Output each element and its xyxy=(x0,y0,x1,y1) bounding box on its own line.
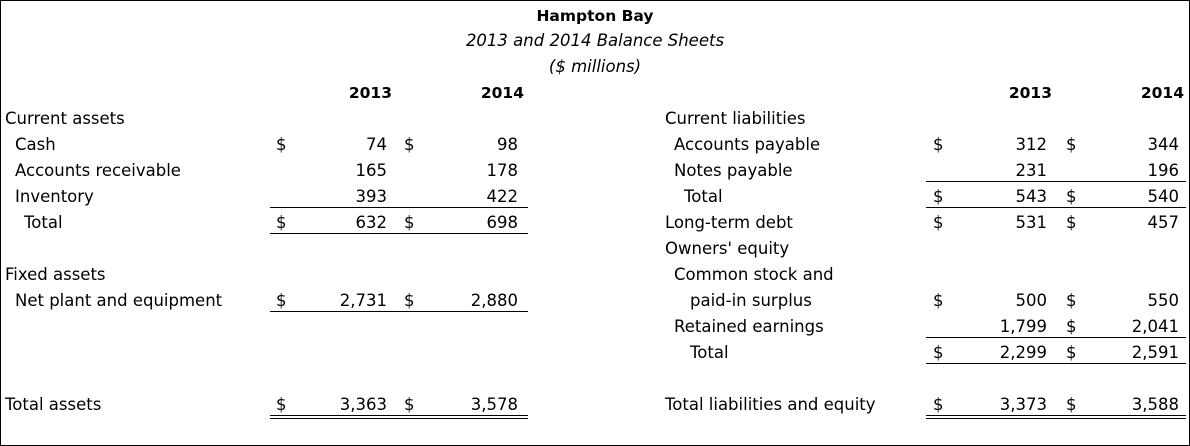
cash-label: Cash xyxy=(15,135,56,154)
total-assets-2014-value: 3,578 xyxy=(470,395,518,414)
net-plant-underline xyxy=(270,311,528,312)
current-assets-label: Current assets xyxy=(5,109,125,128)
liabilities-year-2014-header: 2014 xyxy=(1140,84,1184,102)
current-assets-total-2013-value: 632 xyxy=(355,213,388,232)
current-liabilities-total-2013-value: 543 xyxy=(1015,187,1048,206)
total-liabilities-equity-double-underline xyxy=(926,415,1186,419)
units-note: ($ millions) xyxy=(548,57,642,76)
total-liabilities-equity-dollar-2013: $ xyxy=(933,395,944,414)
inventory-2013-value: 393 xyxy=(355,187,388,206)
net-plant-2014-value: 2,880 xyxy=(470,291,518,310)
retained-earnings-2014-value: 2,041 xyxy=(1131,317,1179,336)
common-stock-dollar-2014: $ xyxy=(1066,291,1077,310)
equity-total-label: Total xyxy=(690,343,729,362)
assets-year-2013-header: 2013 xyxy=(348,84,392,102)
cash-2013-value: 74 xyxy=(366,135,387,154)
assets-year-2014-header: 2014 xyxy=(480,84,524,102)
inventory-2014-value: 422 xyxy=(486,187,519,206)
net-plant-label: Net plant and equipment xyxy=(15,291,223,310)
common-stock-dollar-2013: $ xyxy=(933,291,944,310)
notes-label: Notes payable xyxy=(674,161,793,180)
payables-2014-value: 344 xyxy=(1147,135,1180,154)
notes-2013-value: 231 xyxy=(1015,161,1048,180)
cash-dollar-2014: $ xyxy=(404,135,415,154)
current-liabilities-total-dollar-2013: $ xyxy=(933,187,944,206)
current-assets-subtotal-line xyxy=(270,207,528,208)
long-term-debt-label: Long-term debt xyxy=(665,213,793,232)
inventory-label: Inventory xyxy=(15,187,94,206)
long-term-debt-2014-value: 457 xyxy=(1147,213,1180,232)
current-assets-total-label: Total xyxy=(24,213,63,232)
long-term-debt-2013-value: 531 xyxy=(1015,213,1048,232)
equity-total-dollar-2013: $ xyxy=(933,343,944,362)
retained-earnings-dollar-2014: $ xyxy=(1066,317,1077,336)
current-assets-total-underline xyxy=(270,233,528,234)
current-liabilities-total-2014-value: 540 xyxy=(1147,187,1180,206)
equity-total-dollar-2014: $ xyxy=(1066,343,1077,362)
common-stock-label-line1: Common stock and xyxy=(674,265,834,284)
retained-earnings-2013-value: 1,799 xyxy=(999,317,1047,336)
long-term-debt-dollar-2014: $ xyxy=(1066,213,1077,232)
equity-total-underline xyxy=(926,363,1186,364)
cash-2014-value: 98 xyxy=(497,135,518,154)
total-assets-double-underline xyxy=(270,415,528,419)
payables-dollar-2013: $ xyxy=(933,135,944,154)
cash-dollar-2013: $ xyxy=(276,135,287,154)
total-assets-dollar-2013: $ xyxy=(276,395,287,414)
payables-label: Accounts payable xyxy=(674,135,821,154)
equity-total-2013-value: 2,299 xyxy=(999,343,1047,362)
total-liabilities-equity-label: Total liabilities and equity xyxy=(665,395,876,414)
equity-total-2014-value: 2,591 xyxy=(1131,343,1179,362)
current-liabilities-total-underline xyxy=(926,207,1186,208)
common-stock-2013-value: 500 xyxy=(1015,291,1048,310)
receivables-2013-value: 165 xyxy=(355,161,388,180)
net-plant-dollar-2013: $ xyxy=(276,291,287,310)
net-plant-2013-value: 2,731 xyxy=(339,291,387,310)
receivables-label: Accounts receivable xyxy=(15,161,181,180)
total-liabilities-equity-dollar-2014: $ xyxy=(1066,395,1077,414)
total-liabilities-equity-2014-value: 3,588 xyxy=(1131,395,1179,414)
net-plant-dollar-2014: $ xyxy=(404,291,415,310)
current-liabilities-label: Current liabilities xyxy=(665,109,806,128)
total-assets-dollar-2014: $ xyxy=(404,395,415,414)
owners-equity-label: Owners' equity xyxy=(665,239,790,258)
notes-2014-value: 196 xyxy=(1147,161,1180,180)
current-assets-total-dollar-2014: $ xyxy=(404,213,415,232)
total-assets-label: Total assets xyxy=(5,395,102,414)
common-stock-label-line2: paid-in surplus xyxy=(690,291,812,310)
fixed-assets-label: Fixed assets xyxy=(5,265,106,284)
liabilities-year-2013-header: 2013 xyxy=(1008,84,1052,102)
current-assets-total-dollar-2013: $ xyxy=(276,213,287,232)
receivables-2014-value: 178 xyxy=(486,161,519,180)
current-liabilities-subtotal-line xyxy=(926,181,1186,182)
long-term-debt-dollar-2013: $ xyxy=(933,213,944,232)
current-liabilities-total-dollar-2014: $ xyxy=(1066,187,1077,206)
total-liabilities-equity-2013-value: 3,373 xyxy=(999,395,1047,414)
payables-2013-value: 312 xyxy=(1015,135,1048,154)
current-liabilities-total-label: Total xyxy=(684,187,723,206)
equity-subtotal-line xyxy=(926,337,1186,338)
report-subtitle: 2013 and 2014 Balance Sheets xyxy=(465,31,725,50)
common-stock-2014-value: 550 xyxy=(1147,291,1180,310)
company-title: Hampton Bay xyxy=(536,7,654,25)
payables-dollar-2014: $ xyxy=(1066,135,1077,154)
retained-earnings-label: Retained earnings xyxy=(674,317,824,336)
total-assets-2013-value: 3,363 xyxy=(339,395,387,414)
current-assets-total-2014-value: 698 xyxy=(486,213,519,232)
